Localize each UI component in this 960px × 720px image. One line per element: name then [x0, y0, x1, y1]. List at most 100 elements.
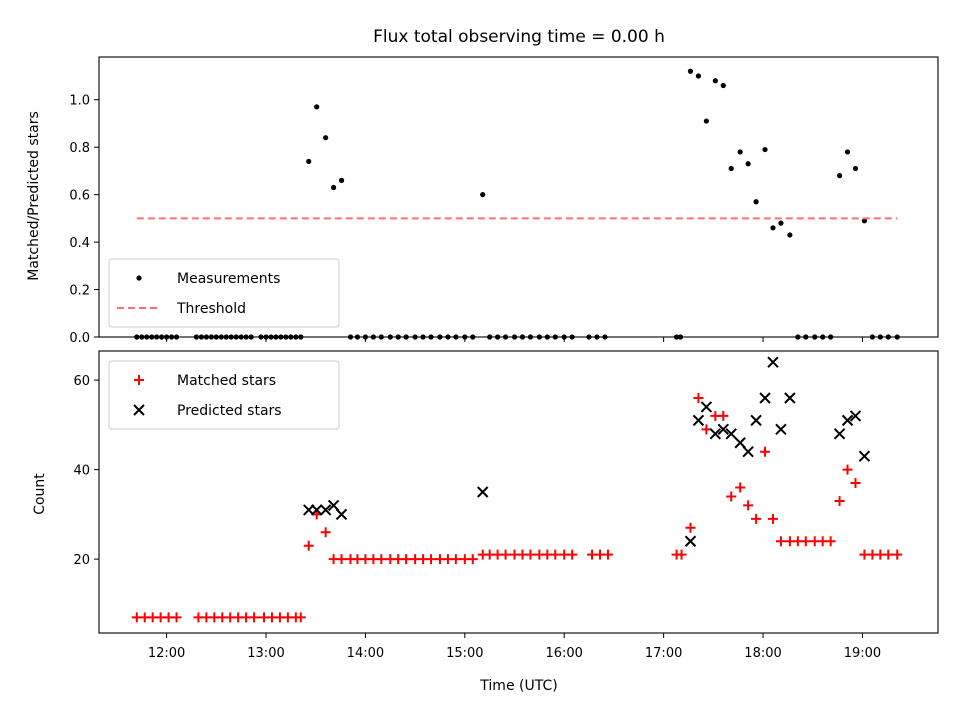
- matched-star-point: [567, 549, 578, 560]
- matched-star-point: [743, 500, 754, 511]
- predicted-star-point: [742, 446, 754, 458]
- matched-star-point: [735, 482, 746, 493]
- bottom-plot-panel: 20 40 60 12:00 13:00 14:00 15:00 16:00 17:00 18:0…: [73, 350, 939, 661]
- matched-star-point: [775, 536, 786, 547]
- predicted-star-point: [775, 423, 787, 436]
- x-tick-label: 19:00: [844, 646, 881, 661]
- matched-star-point: [726, 491, 737, 502]
- matched-star-point: [426, 554, 437, 565]
- measurement-point: [737, 149, 743, 155]
- matched-star-point: [883, 549, 894, 560]
- predicted-star-point: [750, 414, 762, 427]
- measurement-point: [852, 165, 859, 172]
- x-tick-label: 16:00: [545, 646, 582, 661]
- predicted-star-point: [709, 428, 722, 440]
- predicted-star-point: [477, 486, 489, 498]
- legend-box: [108, 360, 340, 430]
- predicted-star-point: [684, 535, 697, 547]
- predicted-star-point: [319, 504, 332, 516]
- predicted-star-point: [841, 414, 854, 427]
- matched-star-point: [249, 612, 260, 623]
- x-tick-label: 18:00: [744, 646, 781, 661]
- legend-box: [108, 258, 340, 328]
- chart-title: Flux total observing time = 0.00 h: [373, 27, 665, 47]
- predicted-star-point: [327, 499, 340, 512]
- matched-star-point: [467, 554, 478, 565]
- matched-star-point: [401, 554, 412, 565]
- top-plot-panel: 0.0 0.2 0.4 0.6 0.8 1.0 Measurements Threshold: [69, 56, 939, 346]
- predicted-star-point: [700, 401, 713, 413]
- predicted-star-point: [833, 428, 846, 440]
- x-axis-label: Time (UTC): [479, 678, 557, 694]
- y-tick-label: 1.0: [69, 94, 90, 109]
- matched-star-point: [693, 393, 704, 403]
- predicted-star-point: [310, 504, 323, 516]
- legend-label: Threshold: [176, 301, 246, 317]
- y-tick-label: 0.8: [69, 141, 90, 156]
- matched-star-point: [834, 495, 845, 506]
- measurement-point: [778, 220, 784, 226]
- legend-matched-swatch: [134, 375, 144, 385]
- matched-star-point: [336, 554, 347, 565]
- matched-star-point: [718, 410, 729, 421]
- legend-measurement-swatch: [136, 275, 142, 281]
- matched-star-point: [751, 513, 762, 524]
- matched-star-point: [500, 549, 511, 560]
- predicted-star-point: [734, 437, 746, 449]
- matched-star-point: [550, 549, 561, 560]
- matched-star-point: [676, 549, 687, 560]
- measurement-point: [753, 199, 759, 205]
- predicted-star-point: [692, 414, 705, 427]
- measurement-point: [331, 184, 337, 191]
- matched-star-point: [842, 464, 853, 475]
- predicted-star-point: [335, 508, 348, 521]
- plot-frame: [98, 56, 939, 338]
- measurement-point: [787, 232, 793, 238]
- predicted-star-point: [767, 356, 779, 368]
- measurement-point: [861, 218, 868, 224]
- legend-label: Predicted stars: [177, 403, 282, 419]
- y-tick-label: 0.2: [69, 284, 90, 299]
- legend-predicted-swatch: [133, 404, 145, 416]
- predicted-star-point: [858, 450, 871, 462]
- matched-star-point: [825, 536, 836, 547]
- measurement-point: [762, 146, 768, 153]
- measurement-point: [480, 192, 486, 198]
- y-tick-label: 40: [73, 464, 90, 479]
- x-tick-label: 17:00: [645, 646, 682, 661]
- matched-star-point: [767, 513, 778, 524]
- measurement-point: [323, 135, 329, 141]
- y-tick-label: 0.4: [69, 236, 90, 251]
- measurement-point: [720, 82, 726, 89]
- matched-star-point: [892, 549, 903, 560]
- y-tick-label: 0.0: [69, 331, 90, 346]
- predicted-star-point: [725, 428, 737, 440]
- y-tick-label: 60: [73, 374, 90, 389]
- matched-star-point: [376, 554, 387, 565]
- matched-star-point: [602, 549, 613, 560]
- measurement-point: [728, 165, 734, 172]
- matched-star-point: [685, 522, 696, 533]
- measurement-point: [770, 225, 776, 231]
- matched-star-point: [760, 446, 771, 457]
- matched-star-point: [320, 527, 331, 538]
- measurement-point: [712, 78, 718, 84]
- plot-frame: [98, 350, 939, 634]
- y-tick-label: 0.6: [69, 189, 90, 204]
- legend-label: Matched stars: [177, 373, 276, 389]
- x-tick-label: 14:00: [347, 646, 384, 661]
- measurement-point: [306, 158, 312, 165]
- predicted-star-point: [784, 392, 796, 404]
- matched-star-point: [701, 424, 712, 435]
- bottom-y-axis-label: Count: [32, 473, 48, 515]
- predicted-star-point: [759, 392, 771, 404]
- predicted-star-point: [849, 410, 862, 422]
- matched-star-point: [303, 540, 314, 551]
- measurement-point: [695, 73, 702, 79]
- top-y-axis-label: Matched/Predicted stars: [26, 111, 42, 281]
- measurement-point: [338, 177, 345, 183]
- measurement-point: [745, 161, 751, 167]
- x-tick-label: 15:00: [446, 646, 483, 661]
- matched-star-point: [800, 536, 811, 547]
